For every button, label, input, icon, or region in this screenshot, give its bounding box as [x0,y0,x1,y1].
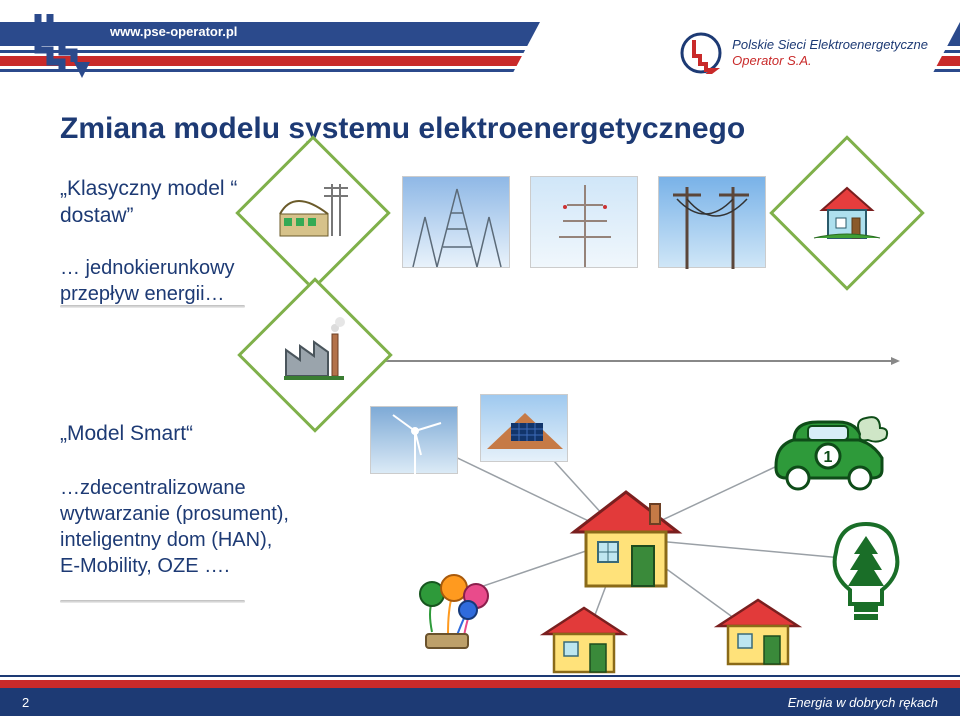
sec2-art: 1 [324,400,914,660]
photo-poles [658,176,766,268]
tree-bulb-icon [822,518,910,628]
sec1-flow-label: … jednokierunkowy przepływ energii… [60,255,235,307]
photo-wind-turbine [370,406,458,474]
photo-pylons-2 [530,176,638,268]
sec1-art-row [258,162,910,286]
ev-car-icon: 1 [764,410,894,494]
bulb-balloons-icon [408,552,504,656]
footer-tagline: Energia w dobrych rękach [788,695,938,710]
sec1-diamond-powerplant [235,135,391,291]
pse-logo: Polskie Sieci Elektroenergetyczne Operat… [680,32,928,74]
pse-logo-line1: Polskie Sieci Elektroenergetyczne [732,37,928,53]
sec2-desc-label: …zdecentralizowane wytwarzanie (prosumen… [60,475,289,579]
small-house-1-icon [536,604,632,676]
footer-red-bar [0,680,960,688]
sec1-diamond-house [769,135,925,291]
footer-thin-line [0,675,960,677]
pse-bolt-icon [28,6,100,78]
photo-pylons-1 [402,176,510,268]
sec1-underline [60,305,245,308]
sec1-model-label: „Klasyczny model “ dostaw” [60,175,237,230]
photo-solar-roof [480,394,568,462]
small-house-2-icon [710,596,806,668]
center-house-icon [562,484,690,596]
slide-title: Zmiana modelu systemu elektroenergetyczn… [60,112,745,146]
sec2-model-label: „Model Smart“ [60,420,193,447]
pse-logo-line2: Operator S.A. [732,53,928,69]
header-url: www.pse-operator.pl [110,24,237,39]
sec2-underline [60,600,245,603]
pse-roundel-icon [680,32,722,74]
footer-page-number: 2 [22,695,29,710]
svg-text:1: 1 [824,449,833,466]
